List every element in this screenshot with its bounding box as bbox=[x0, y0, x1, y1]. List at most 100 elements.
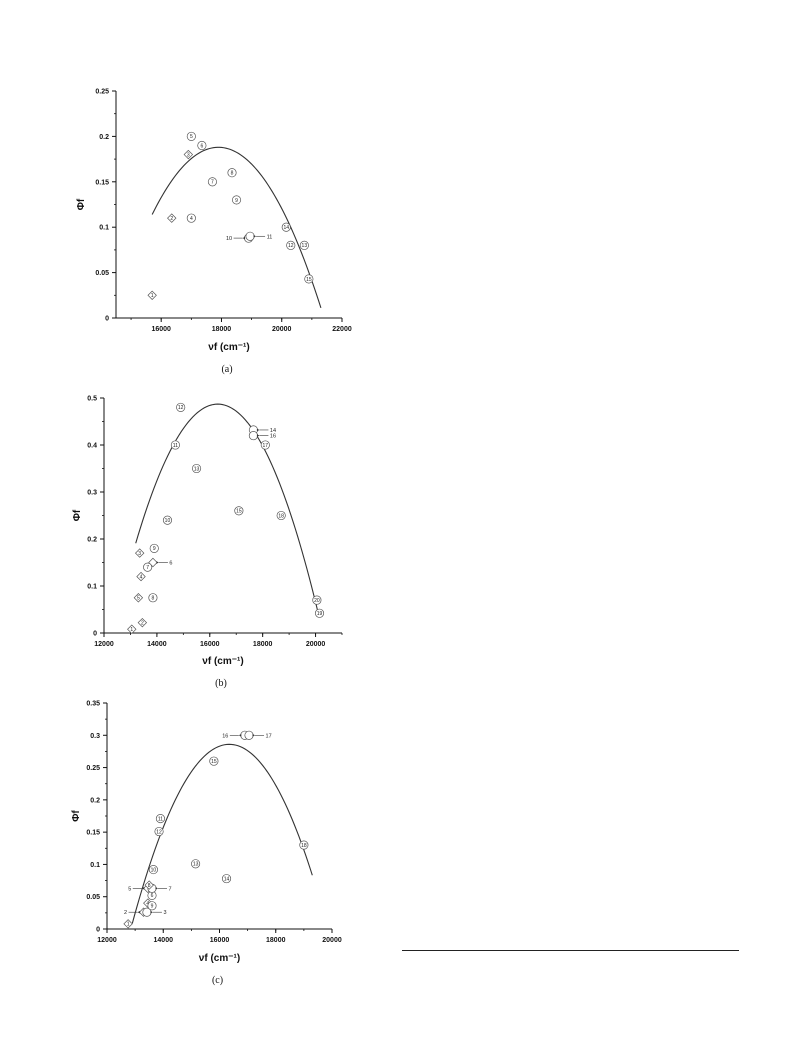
y-tick-label: 0.3 bbox=[87, 490, 97, 497]
point-label: 9 bbox=[151, 904, 154, 910]
y-tick-label: 0.5 bbox=[87, 396, 97, 403]
annotation-label: 10 bbox=[226, 236, 232, 242]
y-tick-label: 0.4 bbox=[87, 443, 97, 450]
circle-marker bbox=[276, 510, 286, 521]
circle-marker bbox=[149, 543, 159, 553]
data-point-20: 20 bbox=[312, 595, 322, 605]
data-point-7: 7 bbox=[207, 177, 217, 187]
arrow-head bbox=[256, 434, 260, 437]
data-point-13: 13 bbox=[299, 240, 309, 250]
circle-marker bbox=[245, 231, 255, 241]
panel-caption: (a) bbox=[221, 364, 232, 375]
annotation-label: 17 bbox=[266, 733, 272, 739]
data-point-17: 17 bbox=[244, 730, 272, 740]
data-point-3: 3 bbox=[135, 548, 145, 558]
y-tick-label: 0 bbox=[96, 927, 100, 934]
arrow-head bbox=[242, 236, 246, 240]
annotation-label: 3 bbox=[163, 910, 166, 916]
data-point-12: 12 bbox=[154, 826, 164, 837]
point-label: 8 bbox=[152, 596, 155, 602]
point-label: 12 bbox=[156, 829, 162, 835]
point-label: 2 bbox=[170, 216, 173, 222]
point-label: 7 bbox=[146, 565, 149, 571]
point-label: 19 bbox=[317, 611, 323, 617]
x-axis-title: νf (cm⁻¹) bbox=[199, 953, 240, 964]
circle-marker bbox=[312, 595, 322, 605]
annotation-label: 11 bbox=[267, 234, 273, 240]
circle-marker bbox=[148, 593, 158, 603]
circle-marker bbox=[248, 431, 258, 441]
data-point-4: 4 bbox=[186, 213, 196, 223]
x-tick-label: 18000 bbox=[253, 641, 273, 648]
y-tick-label: 0.05 bbox=[86, 894, 100, 901]
y-tick-label: 0.25 bbox=[86, 765, 100, 772]
circle-marker bbox=[148, 865, 158, 875]
diamond-marker bbox=[147, 290, 157, 300]
x-tick-label: 16000 bbox=[151, 326, 171, 333]
circle-marker bbox=[299, 240, 309, 250]
data-point-13: 13 bbox=[192, 463, 202, 474]
circle-marker bbox=[209, 756, 219, 766]
point-label: 6 bbox=[200, 143, 203, 149]
data-point-7: 7 bbox=[143, 562, 153, 572]
circle-marker bbox=[260, 440, 270, 450]
point-label: 3 bbox=[187, 152, 190, 158]
point-label: 14 bbox=[224, 876, 230, 882]
chart-panel-b: 0 0.1 0.2 0.3 0.4 0.5 12000 14000 16000 18000 2000… bbox=[72, 396, 343, 689]
circle-marker bbox=[186, 131, 196, 141]
x-tick-label: 14000 bbox=[147, 641, 167, 648]
annotation-label: 5 bbox=[128, 886, 131, 892]
diamond-marker bbox=[123, 919, 133, 929]
point-label: 17 bbox=[263, 443, 269, 449]
point-label: 11 bbox=[173, 443, 178, 449]
data-point-19: 19 bbox=[314, 608, 325, 618]
point-label: 20 bbox=[314, 598, 320, 604]
point-label: 15 bbox=[211, 759, 217, 765]
diamond-marker bbox=[144, 880, 154, 890]
y-tick-label: 0.3 bbox=[90, 733, 100, 740]
point-label: 12 bbox=[288, 243, 294, 249]
data-point-6: 6 bbox=[197, 140, 207, 151]
circle-marker bbox=[207, 177, 217, 187]
data-point-13: 13 bbox=[191, 859, 201, 869]
data-point-2: 2 bbox=[137, 617, 148, 628]
data-point-12: 12 bbox=[286, 240, 296, 250]
circle-marker bbox=[234, 506, 244, 516]
arrow-head bbox=[150, 910, 153, 914]
y-axis-title: Φf bbox=[72, 509, 83, 521]
circle-marker bbox=[227, 168, 237, 178]
y-tick-label: 0.2 bbox=[90, 797, 100, 804]
diamond-marker bbox=[127, 624, 137, 634]
annotation-label: 2 bbox=[124, 910, 127, 916]
point-label: 15 bbox=[306, 277, 312, 283]
circle-marker bbox=[176, 402, 186, 412]
point-label: 12 bbox=[178, 405, 184, 411]
data-point-8: 8 bbox=[148, 593, 158, 603]
y-tick-label: 0 bbox=[105, 316, 109, 323]
arrow-head bbox=[238, 733, 242, 737]
y-tick-label: 0.15 bbox=[86, 830, 100, 837]
data-point-9: 9 bbox=[231, 195, 242, 205]
circle-marker bbox=[299, 840, 309, 850]
diamond-marker bbox=[135, 548, 145, 558]
data-point-4: 4 bbox=[136, 571, 146, 582]
panel-caption: (b) bbox=[215, 678, 227, 689]
y-tick-label: 0.1 bbox=[99, 225, 109, 232]
x-axis-title: νf (cm⁻¹) bbox=[202, 656, 243, 667]
horizontal-rule bbox=[402, 950, 739, 951]
point-label: 9 bbox=[235, 198, 238, 204]
x-tick-label: 14000 bbox=[154, 937, 174, 944]
circle-marker bbox=[314, 608, 325, 618]
y-tick-label: 0.2 bbox=[99, 134, 109, 141]
point-label: 11 bbox=[158, 816, 163, 822]
data-point-12: 12 bbox=[176, 402, 186, 412]
circle-marker bbox=[147, 901, 157, 911]
annotation-label: 6 bbox=[169, 561, 172, 567]
x-tick-label: 12000 bbox=[97, 937, 117, 944]
annotation-label: 16 bbox=[270, 434, 276, 440]
data-point-5: 5 bbox=[133, 593, 144, 603]
circle-marker bbox=[191, 859, 201, 869]
data-point-2: 2 bbox=[167, 213, 177, 223]
annotation-label: 7 bbox=[169, 886, 172, 892]
